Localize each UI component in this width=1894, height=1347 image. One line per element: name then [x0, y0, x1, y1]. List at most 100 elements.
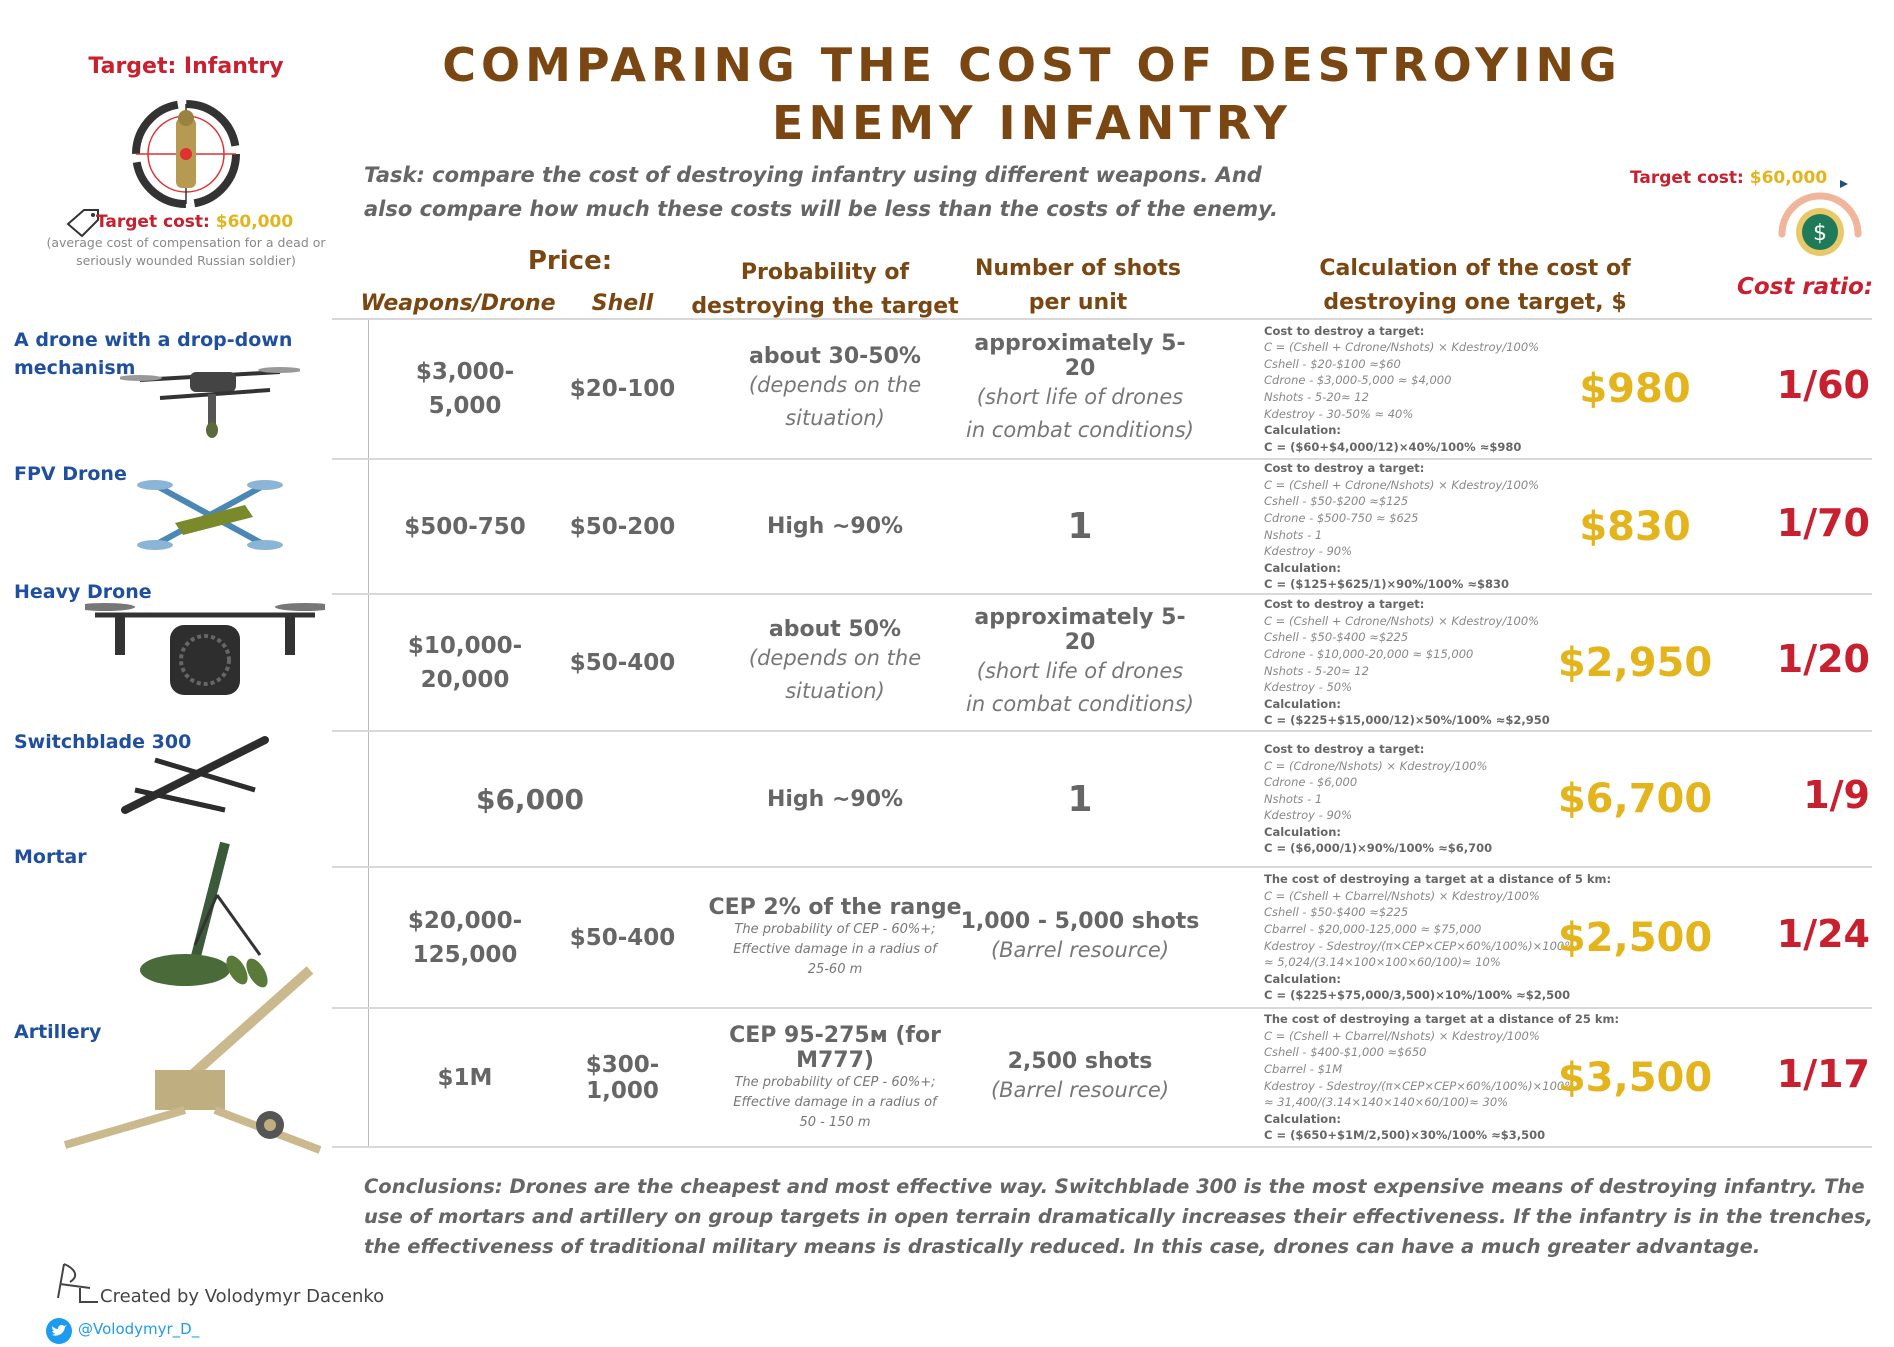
- target-cost-value: $60,000: [215, 212, 294, 232]
- probability-detail: The probability of CEP - 60%+; Effective…: [733, 1074, 937, 1130]
- calculation-line: Cost to destroy a target:: [1264, 741, 1425, 756]
- probability-detail: The probability of CEP - 60%+; Effective…: [733, 922, 937, 977]
- calculation-line: Cdrone - $6,000: [1264, 775, 1358, 790]
- shots-cell: 1,000 - 5,000 shots (Barrel resource): [960, 867, 1200, 1008]
- calculation-line: Kdestroy - 50%: [1264, 680, 1353, 695]
- probability-main: about 50%: [768, 617, 902, 642]
- row-label: Switchblade 300: [14, 731, 192, 753]
- row-divider: [332, 730, 1872, 732]
- shots-cell: approximately 5-20 (short life of drones …: [960, 594, 1200, 731]
- calculation-line: Calculation:: [1264, 824, 1341, 839]
- calculation-line: Cost to destroy a target:: [1264, 323, 1425, 338]
- cost-per-target: $3,500: [1558, 1008, 1712, 1147]
- calculation-line: Kdestroy - Sdestroy/(π×CEP×CEP×60%/100%)…: [1264, 1078, 1576, 1093]
- row-divider: [332, 458, 1872, 460]
- calculation-line: ≈ 31,400/(3.14×140×140×60/100)≈ 30%: [1264, 1095, 1509, 1110]
- target-cost-label: Target cost:: [96, 212, 210, 232]
- cost-value: $2,500: [1557, 914, 1713, 961]
- top-target-cost-value: $60,000: [1749, 168, 1828, 188]
- calculation-line: C = (Cdrone/Nshots) × Kdestroy/100%: [1264, 758, 1488, 773]
- calculation-cell: Cost to destroy a target: C = (Cshell + C…: [1264, 323, 1564, 455]
- calculation-line: ≈ 5,024/(3.14×100×100×60/100)≈ 10%: [1264, 955, 1501, 970]
- calculation-line: C = ($225+$15,000/12)×50%/100% ≈$2,950: [1264, 713, 1550, 728]
- probability-note: (depends on the situation): [748, 646, 922, 703]
- probability-main: about 30-50%: [749, 343, 921, 369]
- conclusions-text: Conclusions: Drones are the cheapest and…: [364, 1175, 1873, 1258]
- shots-cell: 2,500 shots (Barrel resource): [960, 1008, 1200, 1147]
- shots-note: (short life of drones in combat conditio…: [965, 658, 1194, 716]
- shell-price: $50-400: [569, 649, 676, 676]
- probability-main: CEP 95-275м (for M777): [729, 1022, 941, 1073]
- task-description: Task: compare the cost of destroying inf…: [364, 163, 1278, 221]
- calculation-line: Cshell - $400-$1,000 ≈$650: [1264, 1045, 1427, 1060]
- calculation-line: C = ($125+$625/1)×90%/100% ≈$830: [1264, 577, 1509, 592]
- weapon-price-cell: $20,000-125,000: [375, 867, 555, 1008]
- created-by: Created by Volodymyr Dacenko: [100, 1286, 385, 1307]
- cost-value: $6,700: [1557, 776, 1713, 822]
- dollar-coin-gauge-icon: $: [1778, 180, 1862, 256]
- calculation-line: Calculation:: [1264, 560, 1341, 575]
- shots-main: 1,000 - 5,000 shots: [960, 908, 1200, 934]
- shell-price: $300-1,000: [585, 1051, 660, 1104]
- cost-ratio: 1/70: [1776, 500, 1870, 545]
- cost-per-target: $980: [1560, 319, 1710, 459]
- mortar-image: [125, 835, 285, 999]
- calculation-line: C = (Cshell + Cdrone/Nshots) × Kdestroy/…: [1264, 340, 1540, 355]
- calculation-line: C = (Cshell + Cbarrel/Nshots) × Kdestroy…: [1264, 1028, 1540, 1043]
- shell-price-cell: $50-400: [560, 867, 685, 1008]
- crosshair-soldier-icon: [132, 100, 240, 208]
- probability-cell: about 50% (depends on the situation): [690, 594, 980, 731]
- probability-cell: about 30-50% (depends on the situation): [690, 319, 980, 459]
- weapon-price-cell: $3,000-5,000: [375, 319, 555, 459]
- probability-note: (depends on the situation): [748, 372, 922, 430]
- probability-cell: CEP 2% of the range The probability of CE…: [690, 867, 980, 1008]
- calculation-line: C = (Cshell + Cdrone/Nshots) × Kdestroy/…: [1264, 477, 1540, 492]
- cost-per-target: $2,500: [1557, 867, 1713, 1008]
- header-divider: [332, 318, 1872, 320]
- cost-ratio: 1/9: [1803, 773, 1870, 817]
- probability-main: CEP 2% of the range: [708, 895, 962, 920]
- page-title-line1: COMPARING THE COST OF DESTROYING: [442, 38, 1622, 92]
- row-divider: [332, 1146, 1872, 1148]
- twitter-handle[interactable]: @Volodymyr_D_: [78, 1320, 200, 1338]
- weapon-price: $1M: [437, 1064, 493, 1091]
- calculation-line: Cshell - $50-$200 ≈$125: [1264, 494, 1409, 509]
- calculation-line: Cdrone - $500-750 ≈ $625: [1264, 510, 1419, 525]
- weapon-price: $10,000-20,000: [407, 632, 523, 693]
- row-label: Heavy Drone: [14, 581, 152, 603]
- author-signature-logo: [57, 1263, 98, 1303]
- calculation-line: Calculation:: [1264, 971, 1341, 986]
- shots-note: (Barrel resource): [990, 937, 1170, 962]
- calculation-line: Cshell - $20-$100 ≈$60: [1264, 356, 1401, 371]
- row-divider: [332, 1007, 1872, 1009]
- shell-price-cell: $300-1,000: [560, 1008, 685, 1147]
- calculation-line: Kdestroy - Sdestroy/(π×CEP×CEP×60%/100%)…: [1264, 938, 1576, 953]
- calculation-line: Kdestroy - 90%: [1264, 808, 1353, 823]
- calculation-line: Calculation:: [1264, 423, 1341, 438]
- calculation-cell: The cost of destroying a target at a dis…: [1264, 871, 1612, 1004]
- shell-price-cell: $50-200: [560, 459, 685, 594]
- row-divider: [332, 866, 1872, 868]
- header-shots: Number of shots per unit: [974, 256, 1181, 315]
- howitzer-image: [55, 960, 325, 1164]
- calculation-line: Cbarrel - $20,000-125,000 ≈ $75,000: [1264, 921, 1482, 936]
- calculation-line: Nshots - 5-20≈ 12: [1264, 663, 1369, 678]
- top-target-cost: Target cost: $60,000: [1630, 168, 1827, 188]
- row-label: FPV Drone: [14, 463, 127, 485]
- calculation-line: C = (Cshell + Cdrone/Nshots) × Kdestroy/…: [1264, 613, 1540, 628]
- calculation-line: Cost to destroy a target:: [1264, 461, 1425, 476]
- calculation-line: Nshots - 1: [1264, 527, 1323, 542]
- probability-main: High ~90%: [766, 514, 904, 539]
- calculation-line: The cost of destroying a target at a dis…: [1264, 872, 1612, 887]
- calculation-line: Cdrone - $3,000-5,000 ≈ $4,000: [1264, 373, 1452, 388]
- switchblade-drone-image: [115, 730, 275, 824]
- calculation-line: Cshell - $50-$400 ≈$225: [1264, 630, 1409, 645]
- calculation-line: Kdestroy - 30-50% ≈ 40%: [1264, 406, 1414, 421]
- weapon-price-cell: $500-750: [375, 459, 555, 594]
- shell-price: $50-400: [569, 924, 676, 951]
- column-divider: [368, 319, 369, 1147]
- header-probability: Probability of destroying the target: [691, 260, 959, 319]
- cost-value: $980: [1579, 366, 1691, 412]
- weapon-price-cell: $10,000-20,000: [375, 594, 555, 731]
- shots-main: 1: [1067, 506, 1093, 547]
